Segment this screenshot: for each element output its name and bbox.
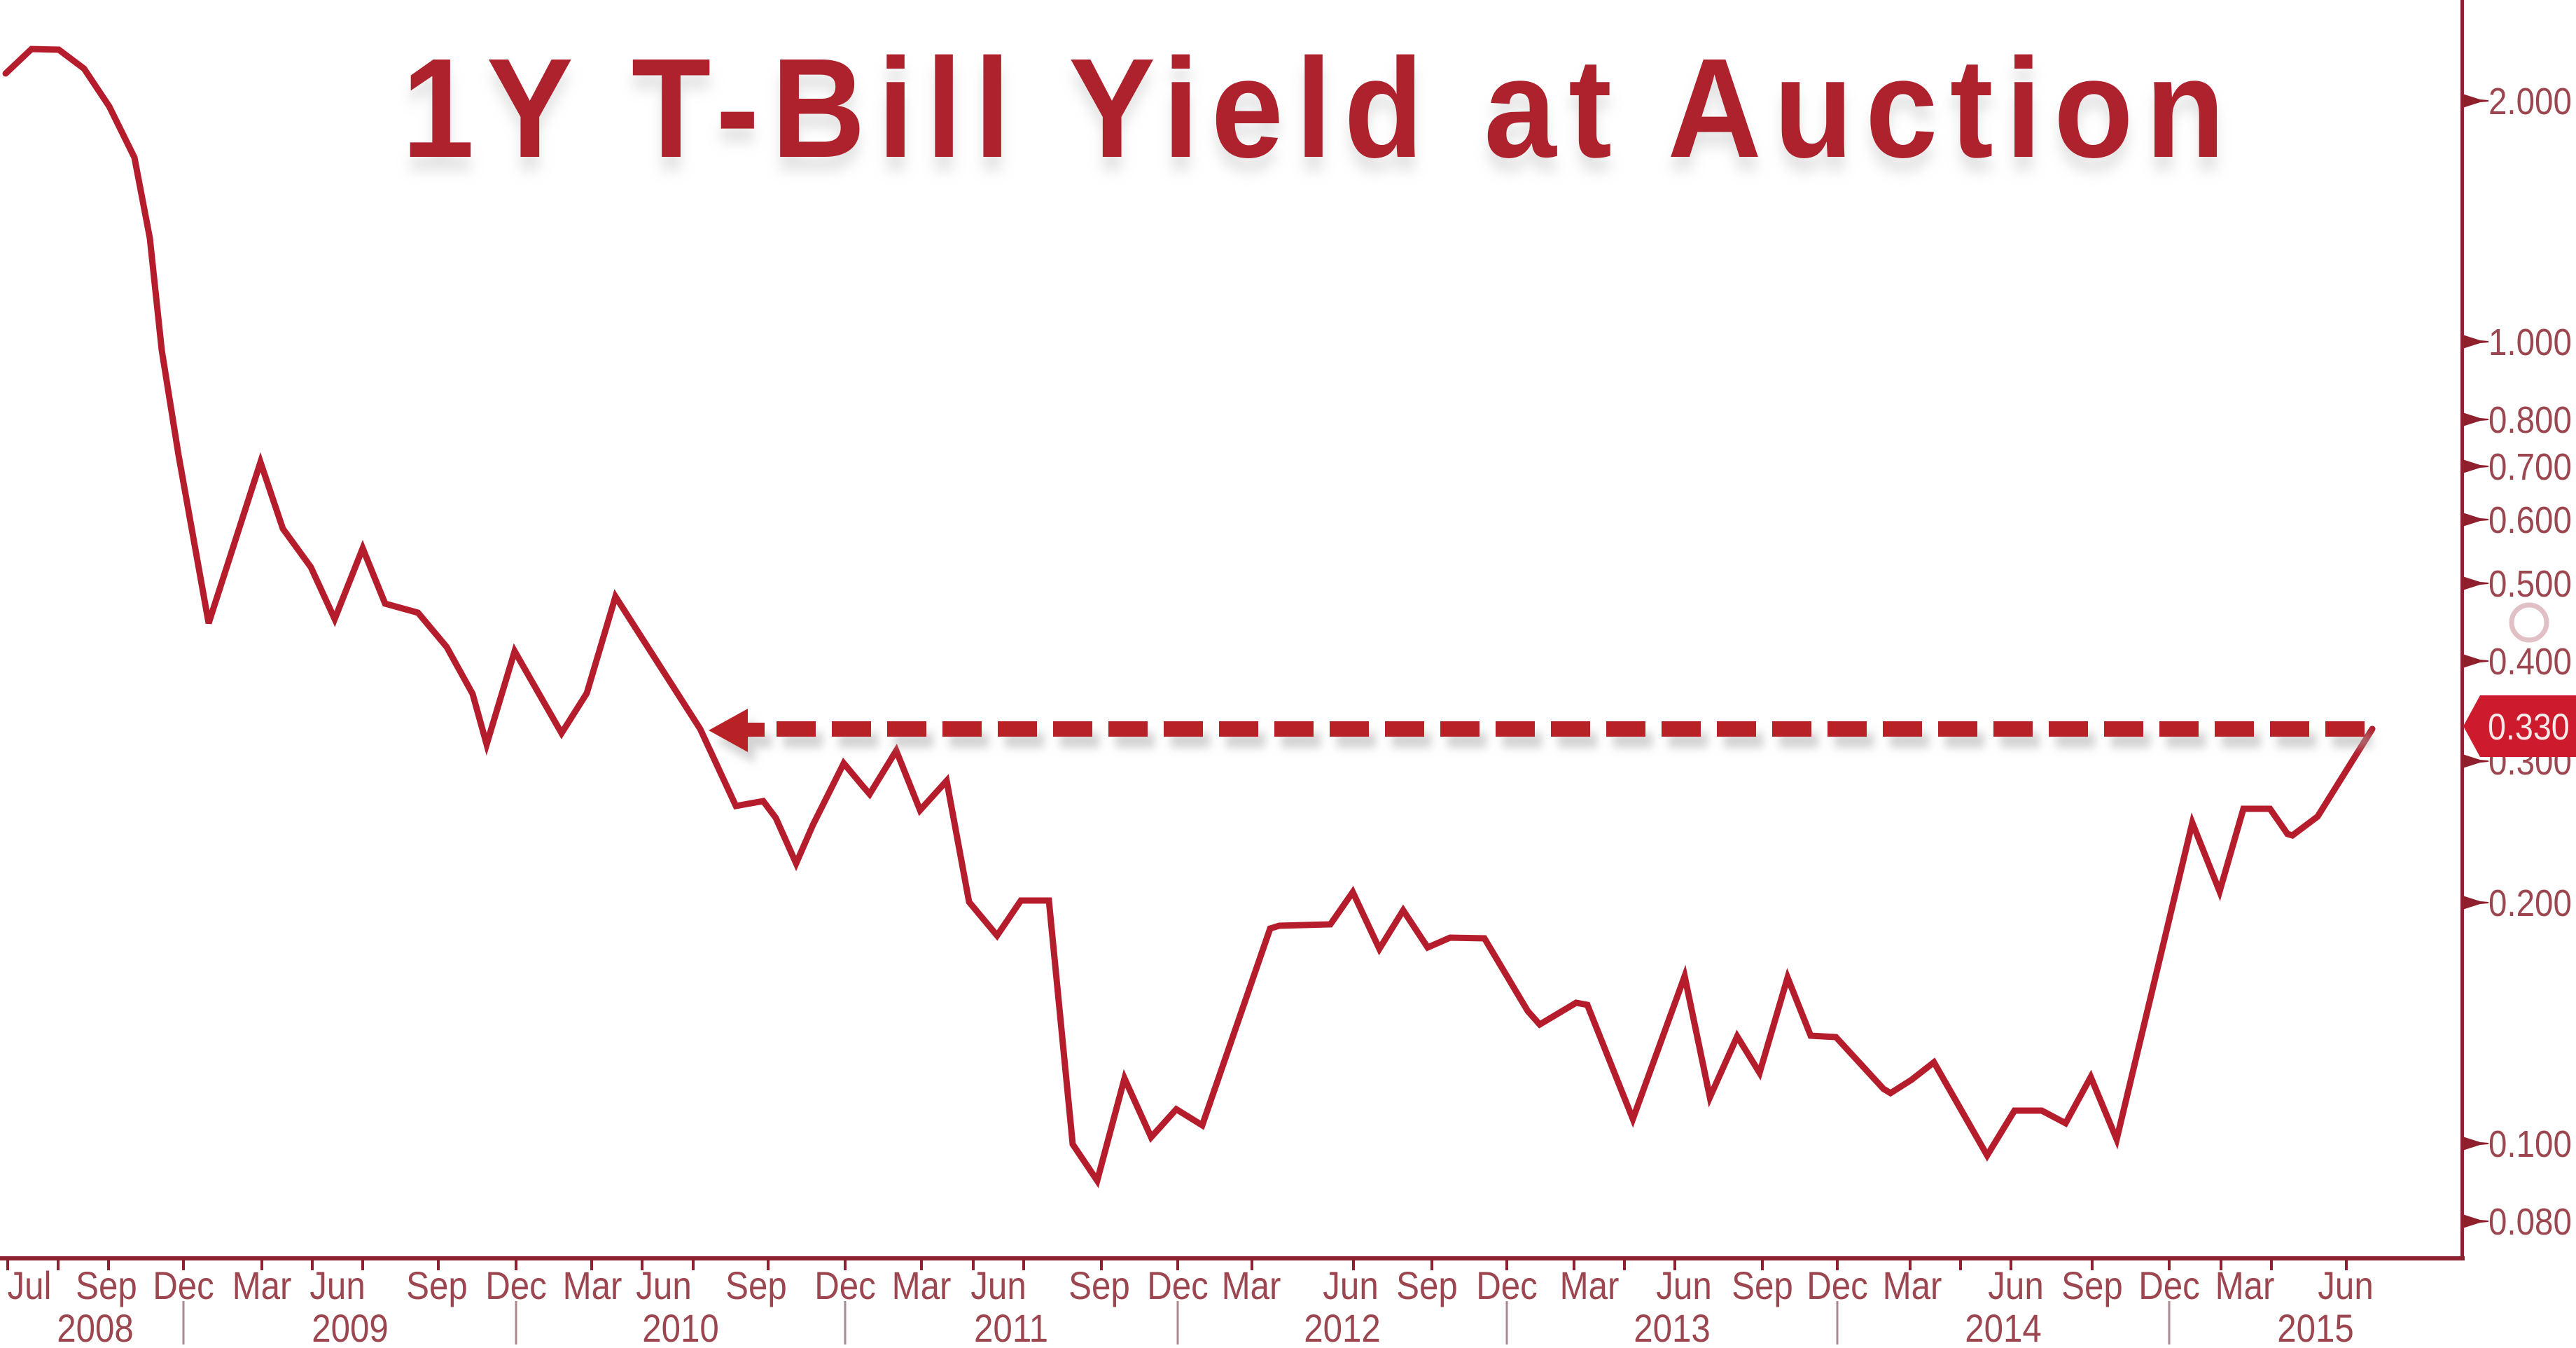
svg-text:Dec: Dec — [2138, 1264, 2200, 1308]
svg-text:0.800: 0.800 — [2488, 398, 2572, 441]
svg-text:0.500: 0.500 — [2488, 562, 2572, 605]
svg-text:2010: 2010 — [642, 1307, 719, 1344]
svg-text:Mar: Mar — [892, 1264, 952, 1308]
svg-text:Jun: Jun — [1323, 1264, 1378, 1308]
svg-text:Sep: Sep — [2061, 1264, 2123, 1308]
svg-text:0.700: 0.700 — [2488, 445, 2572, 488]
svg-text:0.080: 0.080 — [2488, 1200, 2572, 1243]
svg-text:Dec: Dec — [814, 1264, 876, 1308]
svg-text:0.600: 0.600 — [2488, 499, 2572, 541]
svg-text:Jun: Jun — [1988, 1264, 2043, 1308]
svg-text:Jun: Jun — [2318, 1264, 2373, 1308]
svg-text:Mar: Mar — [232, 1264, 292, 1308]
svg-text:Dec: Dec — [153, 1264, 214, 1308]
svg-text:2013: 2013 — [1634, 1307, 1711, 1344]
svg-text:Mar: Mar — [1222, 1264, 1281, 1308]
svg-text:Jun: Jun — [636, 1264, 691, 1308]
svg-text:Sep: Sep — [406, 1264, 468, 1308]
svg-text:Jul: Jul — [8, 1264, 52, 1308]
svg-text:2011: 2011 — [974, 1307, 1048, 1344]
svg-text:Jun: Jun — [1656, 1264, 1711, 1308]
svg-text:Mar: Mar — [1560, 1264, 1620, 1308]
svg-text:0.400: 0.400 — [2488, 640, 2572, 683]
svg-text:0.330: 0.330 — [2488, 706, 2570, 747]
svg-text:2008: 2008 — [57, 1307, 134, 1344]
svg-text:Dec: Dec — [1806, 1264, 1868, 1308]
svg-text:Sep: Sep — [1732, 1264, 1793, 1308]
svg-text:Sep: Sep — [1068, 1264, 1130, 1308]
svg-text:2015: 2015 — [2277, 1307, 2354, 1344]
svg-text:Sep: Sep — [725, 1264, 787, 1308]
svg-text:0.200: 0.200 — [2488, 882, 2572, 924]
svg-text:2012: 2012 — [1304, 1307, 1381, 1344]
svg-text:0.100: 0.100 — [2488, 1123, 2572, 1165]
svg-text:Sep: Sep — [76, 1264, 137, 1308]
svg-text:2009: 2009 — [312, 1307, 389, 1344]
svg-text:Jun: Jun — [970, 1264, 1026, 1308]
svg-text:Mar: Mar — [563, 1264, 622, 1308]
svg-text:1Y T-Bill Yield at Auction: 1Y T-Bill Yield at Auction — [402, 29, 2225, 188]
svg-text:Dec: Dec — [485, 1264, 547, 1308]
svg-text:1.000: 1.000 — [2488, 321, 2572, 363]
svg-text:Jun: Jun — [309, 1264, 365, 1308]
svg-text:Mar: Mar — [2215, 1264, 2275, 1308]
svg-text:Mar: Mar — [1883, 1264, 1942, 1308]
svg-text:Dec: Dec — [1147, 1264, 1209, 1308]
svg-text:2.000: 2.000 — [2488, 80, 2572, 123]
svg-text:Sep: Sep — [1396, 1264, 1458, 1308]
svg-text:2014: 2014 — [1965, 1307, 2042, 1344]
svg-text:Dec: Dec — [1476, 1264, 1538, 1308]
